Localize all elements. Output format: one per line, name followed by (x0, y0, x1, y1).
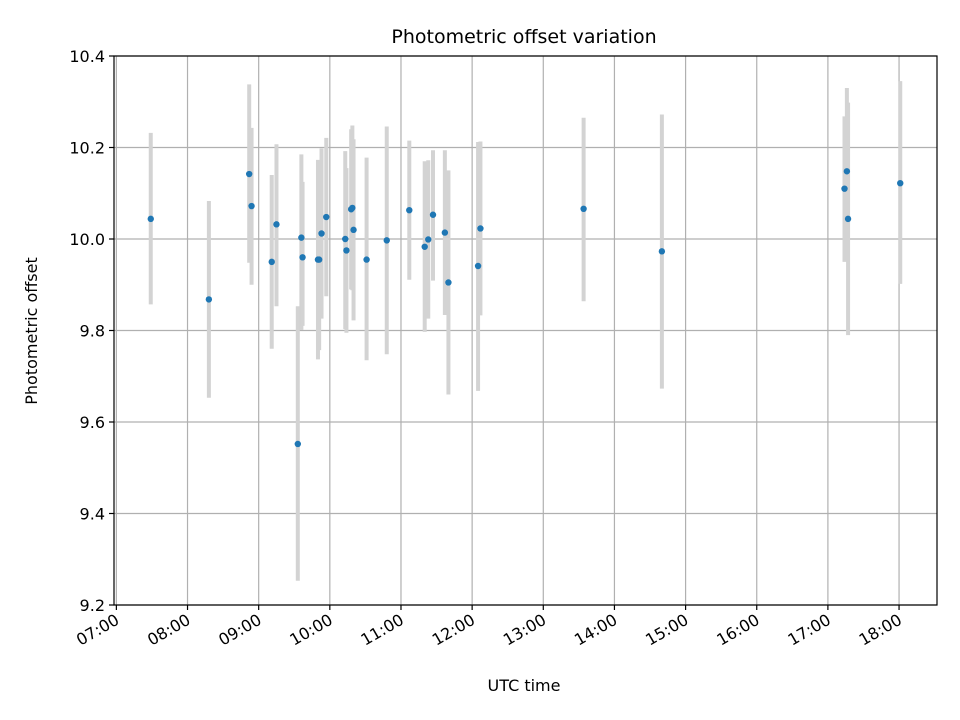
data-point (318, 230, 325, 237)
data-point (245, 170, 253, 178)
data-point (383, 237, 390, 244)
data-point (844, 215, 852, 223)
y-tick-label: 10.2 (69, 139, 105, 158)
y-tick-label: 9.2 (80, 596, 105, 615)
data-point (441, 229, 449, 236)
data-point (323, 213, 330, 221)
data-point (298, 234, 305, 241)
data-point (273, 221, 280, 228)
y-tick-label: 10.0 (69, 230, 105, 249)
data-point (268, 258, 275, 266)
data-point (841, 185, 848, 192)
data-point (349, 204, 356, 212)
data-point (580, 205, 587, 213)
data-point (477, 225, 484, 232)
data-point (343, 247, 350, 254)
y-tick-label: 10.4 (69, 47, 105, 66)
data-point (205, 296, 213, 303)
data-point (843, 168, 851, 175)
data-point (315, 256, 323, 263)
data-point (342, 235, 349, 243)
data-point (658, 248, 666, 255)
data-point (897, 179, 904, 187)
x-axis-label: UTC time (488, 676, 561, 695)
data-point (147, 215, 154, 223)
data-point (363, 256, 370, 263)
data-point (294, 440, 302, 448)
data-point (429, 211, 437, 218)
data-point (425, 236, 432, 243)
y-tick-label: 9.4 (80, 505, 105, 524)
data-point (445, 279, 452, 286)
data-point (406, 206, 413, 214)
y-axis-ticks: 9.2 9.4 9.6 9.8 10.0 10.2 10.4 (69, 47, 114, 615)
chart-title: Photometric offset variation (391, 26, 656, 48)
y-tick-label: 9.6 (80, 413, 105, 432)
y-tick-label: 9.8 (80, 322, 105, 341)
data-point (299, 254, 306, 261)
data-point (350, 226, 357, 234)
y-axis-label: Photometric offset (22, 257, 41, 405)
data-points (147, 168, 904, 448)
data-point (474, 262, 482, 270)
data-point (421, 243, 428, 250)
data-point (248, 202, 255, 210)
